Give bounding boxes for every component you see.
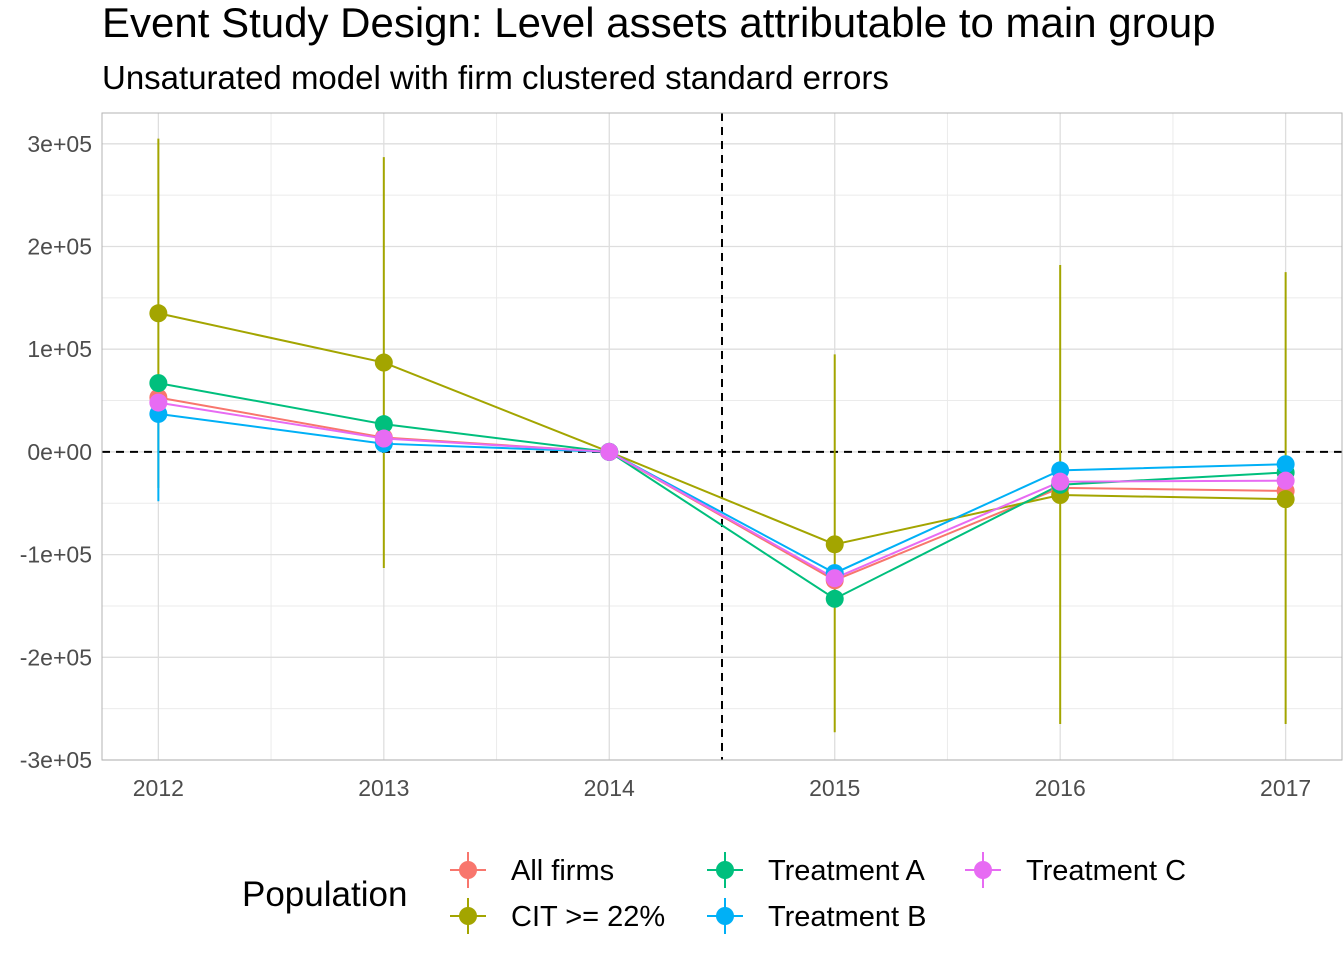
legend-key-point — [716, 907, 734, 925]
x-tick-label: 2013 — [358, 775, 409, 801]
data-point — [374, 429, 393, 448]
data-point — [149, 393, 168, 412]
x-tick-label: 2015 — [809, 775, 860, 801]
legend-label: All firms — [511, 855, 614, 887]
legend-label: CIT >= 22% — [511, 901, 665, 933]
legend-title: Population — [242, 875, 407, 914]
y-tick-label: -2e+05 — [20, 644, 92, 670]
x-tick-label: 2016 — [1035, 775, 1086, 801]
y-tick-label: 3e+05 — [27, 131, 92, 157]
legend-label: Treatment C — [1026, 855, 1186, 887]
series-line — [158, 412, 1286, 575]
x-tick-label: 2012 — [133, 775, 184, 801]
panel-border — [101, 112, 1343, 761]
series-line — [158, 312, 1286, 546]
data-point — [825, 589, 844, 608]
y-tick-label: -3e+05 — [20, 747, 92, 773]
y-tick-label: 0e+00 — [27, 439, 92, 465]
y-tick-label: -1e+05 — [20, 542, 92, 568]
legend: Population All firms CIT >= 22% Treatment A… — [242, 852, 1186, 934]
x-tick-label: 2017 — [1260, 775, 1311, 801]
legend-key-point — [459, 861, 477, 879]
legend-key-point — [974, 861, 992, 879]
chart-title: Event Study Design: Level assets attribu… — [102, 0, 1216, 46]
y-tick-label: 2e+05 — [27, 234, 92, 260]
legend-label: Treatment A — [768, 855, 926, 887]
data-point — [149, 304, 168, 323]
reference-lines — [102, 113, 1342, 760]
y-tick-label: 1e+05 — [27, 336, 92, 362]
data-point — [149, 374, 168, 393]
data-point — [374, 415, 393, 434]
data-point — [1276, 471, 1295, 490]
data-point — [1051, 472, 1070, 491]
series-line — [158, 401, 1286, 580]
legend-key-point — [459, 907, 477, 925]
axes: 3e+05 2e+05 1e+05 0e+00 -1e+05 -2e+05 -3e+05 20… — [20, 112, 1343, 801]
data-point — [374, 353, 393, 372]
x-tick-label: 2014 — [584, 775, 635, 801]
legend-label: Treatment B — [768, 901, 926, 933]
legend-key-point — [716, 861, 734, 879]
data-point — [825, 569, 844, 588]
data-point — [600, 442, 619, 461]
data-point — [825, 535, 844, 554]
data-point — [1276, 455, 1295, 474]
data-point — [1276, 490, 1295, 509]
chart-subtitle: Unsaturated model with firm clustered st… — [102, 59, 889, 96]
series-line — [158, 382, 1286, 600]
series-layer — [149, 138, 1295, 733]
